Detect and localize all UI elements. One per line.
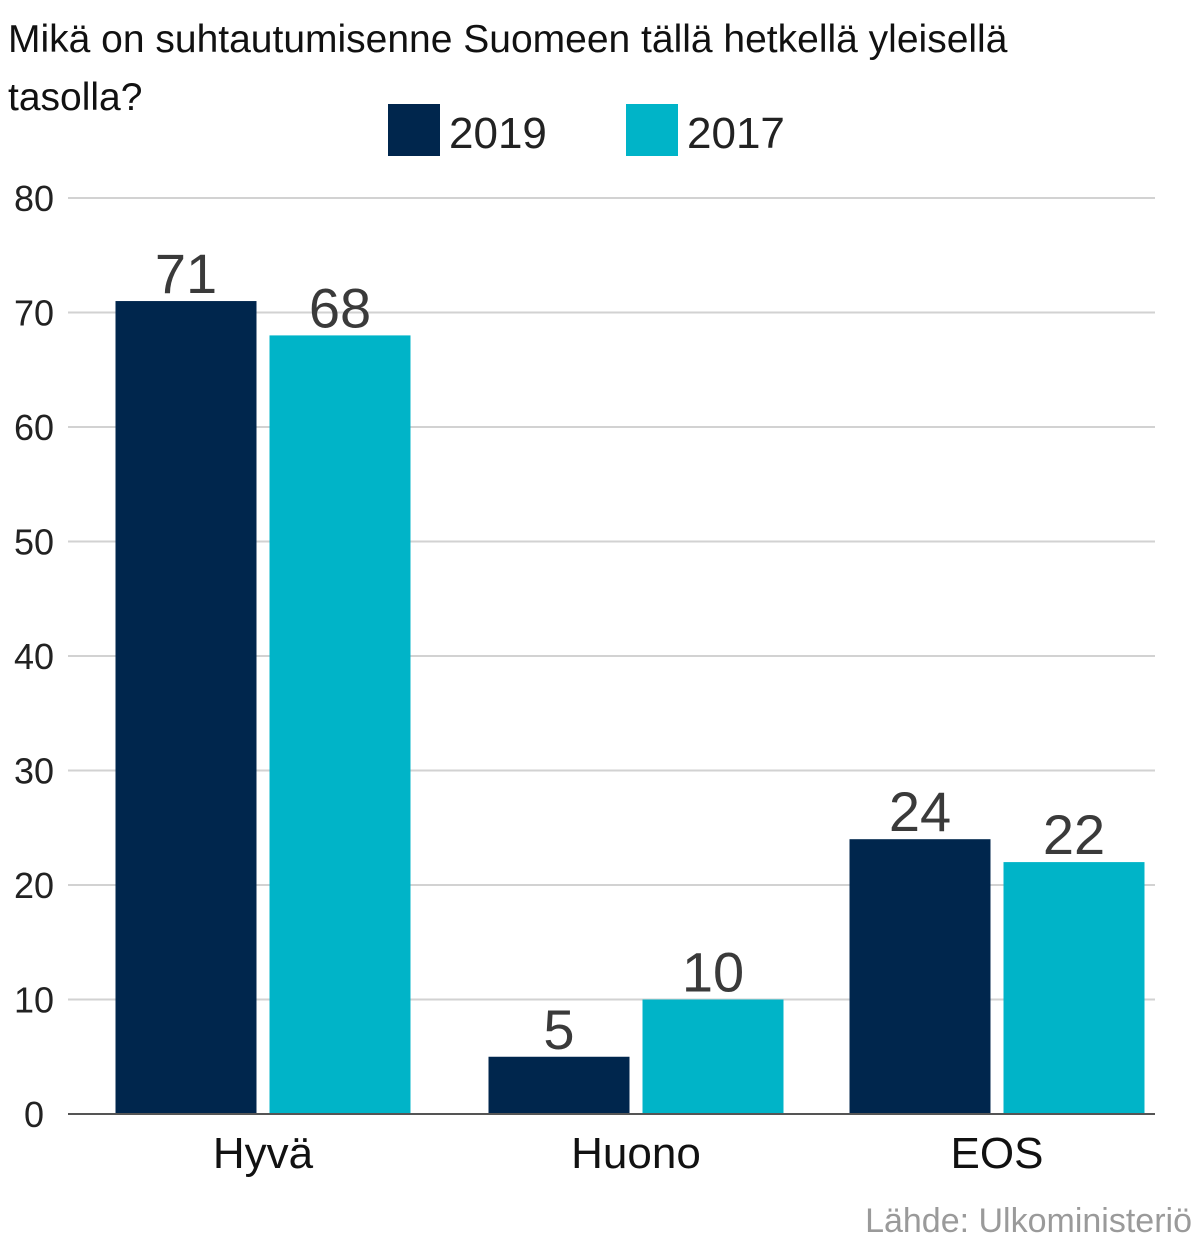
x-tick-label: EOS <box>951 1129 1044 1178</box>
bar-hyvä-2017 <box>269 335 411 1114</box>
data-label-eos-2017: 22 <box>1043 803 1105 866</box>
legend-swatch-2019 <box>388 104 440 156</box>
y-axis: 0 10 20 30 40 50 60 70 80 <box>14 178 54 1135</box>
x-axis: Hyvä Huono EOS <box>68 1113 1155 1178</box>
x-tick-label: Huono <box>571 1129 701 1178</box>
y-tick-label: 20 <box>14 865 54 906</box>
y-tick-label: 10 <box>14 980 54 1021</box>
y-tick-label: 60 <box>14 407 54 448</box>
x-tick-label: Hyvä <box>213 1129 314 1178</box>
data-label-hyvä-2017: 68 <box>309 276 371 339</box>
bar-eos-2019 <box>849 839 991 1114</box>
data-label-hyvä-2019: 71 <box>155 242 217 305</box>
y-tick-label: 50 <box>14 522 54 563</box>
chart-title-line-1: Mikä on suhtautumisenne Suomeen tällä he… <box>8 18 1008 61</box>
bar-huono-2019 <box>488 1056 630 1114</box>
bar-hyvä-2019 <box>115 301 257 1114</box>
data-label-huono-2019: 5 <box>543 998 574 1061</box>
chart-title-line-2: tasolla? <box>8 76 142 119</box>
data-label-huono-2017: 10 <box>682 941 744 1004</box>
bars <box>115 301 1145 1114</box>
legend-label-2017: 2017 <box>687 109 785 158</box>
source-note: Lähde: Ulkoministeriö <box>865 1202 1192 1240</box>
legend: 2019 2017 <box>388 104 785 158</box>
y-tick-label: 0 <box>24 1094 44 1135</box>
y-tick-label: 80 <box>14 178 54 219</box>
y-tick-label: 70 <box>14 293 54 334</box>
legend-swatch-2017 <box>626 104 678 156</box>
y-tick-label: 30 <box>14 751 54 792</box>
data-labels: 71 68 5 10 24 22 <box>155 242 1105 1061</box>
data-label-eos-2019: 24 <box>889 780 951 843</box>
bar-huono-2017 <box>642 999 784 1114</box>
y-tick-label: 40 <box>14 636 54 677</box>
bar-eos-2017 <box>1003 862 1145 1114</box>
legend-label-2019: 2019 <box>449 109 547 158</box>
